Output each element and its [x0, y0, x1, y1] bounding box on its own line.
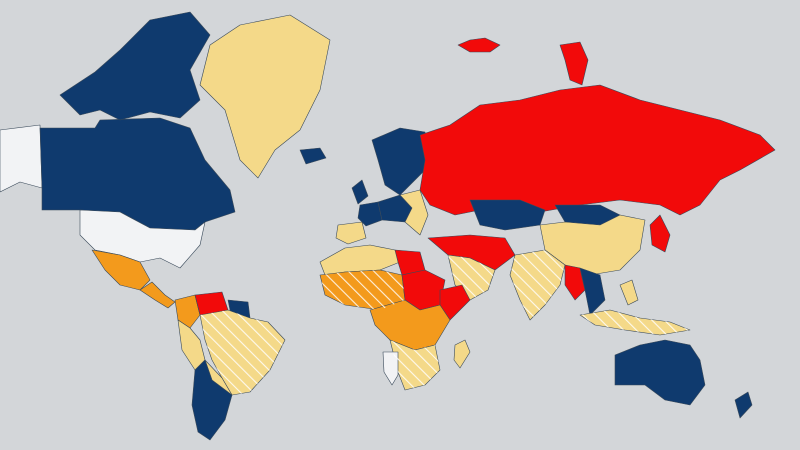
region-madagascar[interactable] [453, 339, 471, 369]
region-korea-japan[interactable] [649, 214, 671, 253]
region-central-africa[interactable] [369, 299, 451, 351]
region-myanmar[interactable] [564, 264, 586, 301]
region-france[interactable] [357, 201, 383, 227]
region-iberia[interactable] [335, 221, 367, 245]
hatch-brazil [200, 310, 285, 395]
region-alaska[interactable] [0, 124, 43, 193]
region-novaya-zemlya[interactable] [559, 41, 589, 86]
region-scandinavia[interactable] [371, 127, 431, 196]
hatch-sahel [320, 270, 405, 310]
hatch-indonesia [580, 310, 690, 335]
hatch-southern-africa [390, 340, 440, 390]
region-greenland[interactable] [199, 14, 331, 179]
region-argentina-chile[interactable] [191, 359, 233, 441]
region-colombia[interactable] [174, 294, 201, 329]
hatch-india [510, 250, 565, 320]
region-indochina[interactable] [579, 267, 606, 316]
region-australia[interactable] [614, 339, 706, 406]
region-united-states[interactable] [79, 209, 206, 269]
region-svalbard-franz-josef[interactable] [457, 37, 501, 53]
region-philippines[interactable] [619, 279, 639, 306]
region-canada[interactable] [39, 117, 236, 231]
region-mexico[interactable] [91, 249, 151, 291]
region-uk-ireland[interactable] [351, 179, 369, 205]
region-new-zealand[interactable] [734, 391, 753, 419]
region-canadian-arctic-islands[interactable] [59, 11, 211, 121]
region-russia[interactable] [419, 84, 776, 216]
hatched-regions [200, 250, 690, 395]
region-iceland[interactable] [299, 147, 327, 165]
hatch-arabia [448, 255, 495, 300]
